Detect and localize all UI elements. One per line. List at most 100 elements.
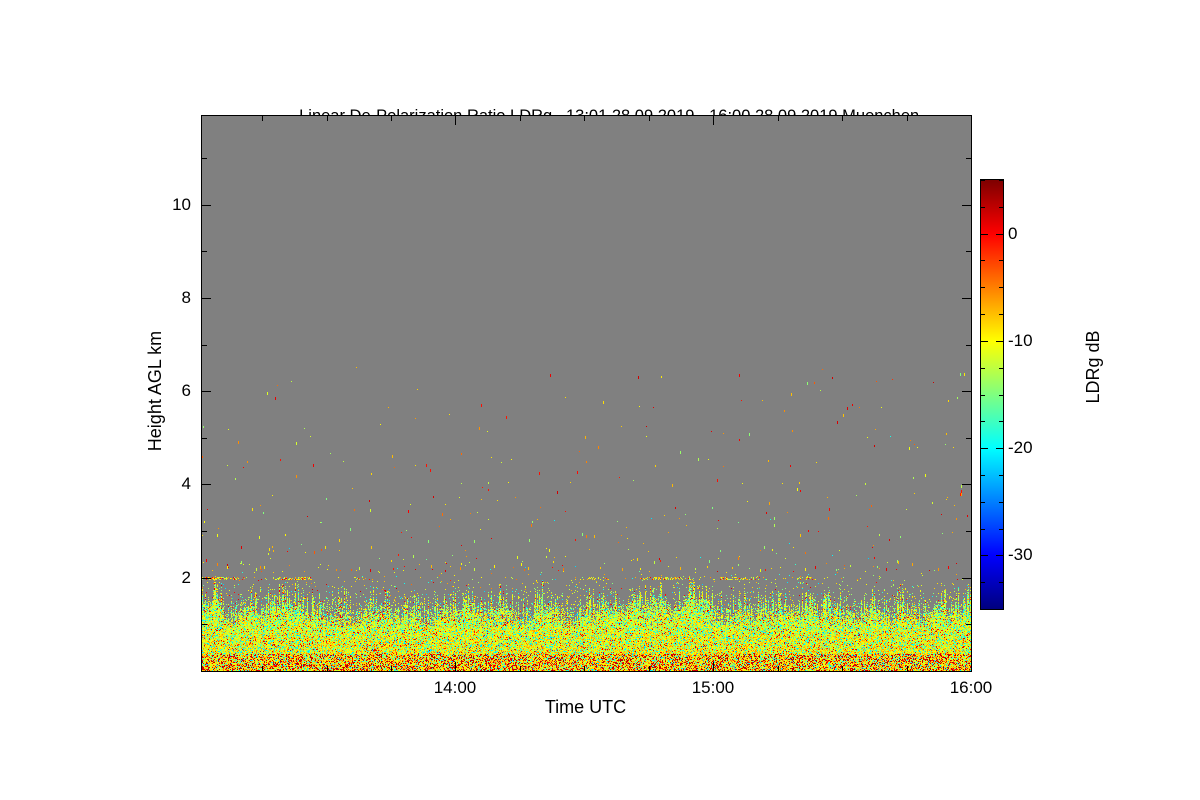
y-axis-title: Height AGL km [145,330,165,452]
colorbar-tick-major [996,555,1003,556]
colorbar-group: 0 -10 -20 -30 LDRg dB [980,179,1160,619]
colorbar-tick-minor [999,475,1003,476]
y-tick-minor-right [966,438,971,439]
x-tick-major [971,662,972,671]
colorbar-tick-minor-left [981,502,985,503]
colorbar-tick-minor-left [981,180,985,181]
x-tick-major [713,662,714,671]
x-tick-label: 14:00 [433,678,477,697]
x-tick-minor [778,666,779,671]
y-tick-major [202,205,211,206]
colorbar[interactable] [980,179,1004,610]
colorbar-tick-minor [999,260,1003,261]
x-tick-major-top [971,116,972,125]
y-tick-major [202,391,211,392]
heatmap-plot-area[interactable] [201,115,972,672]
y-tick-label: 2 [181,568,191,587]
colorbar-tick-minor-left [981,475,985,476]
colorbar-title: LDRg dB [1083,330,1103,404]
colorbar-tick-minor [999,421,1003,422]
colorbar-tick-minor [999,395,1003,396]
x-tick-minor-top [584,116,585,121]
x-tick-label: 15:00 [691,678,735,697]
colorbar-tick-minor-left [981,260,985,261]
y-tick-major [202,298,211,299]
x-tick-major-top [455,116,456,125]
colorbar-tick-major-left [981,234,988,235]
heatmap-canvas [202,116,971,671]
x-tick-minor [262,666,263,671]
y-tick-major-right [962,205,971,206]
colorbar-tick-minor-left [981,395,985,396]
colorbar-tick-major [996,341,1003,342]
colorbar-tick-minor-left [981,314,985,315]
colorbar-tick-minor-left [981,207,985,208]
y-tick-minor-right [966,345,971,346]
colorbar-tick-minor-left [981,582,985,583]
colorbar-tick-minor [999,180,1003,181]
x-tick-minor-top [842,116,843,121]
colorbar-tick-minor [999,529,1003,530]
x-tick-minor [842,666,843,671]
y-tick-minor [202,158,207,159]
colorbar-tick-minor [999,314,1003,315]
y-tick-major-right [962,578,971,579]
y-tick-major-right [962,484,971,485]
colorbar-tick-minor-left [981,529,985,530]
colorbar-tick-minor-left [981,368,985,369]
colorbar-tick-label: 0 [1008,224,1018,243]
y-tick-minor [202,251,207,252]
y-tick-major-right [962,298,971,299]
y-tick-minor [202,438,207,439]
y-tick-minor-right [966,158,971,159]
y-tick-label: 6 [181,381,191,400]
colorbar-tick-major-left [981,555,988,556]
colorbar-tick-minor [999,287,1003,288]
colorbar-tick-minor-left [981,609,985,610]
y-tick-minor [202,345,207,346]
colorbar-tick-label: -10 [1008,331,1033,350]
x-tick-major-top [713,116,714,125]
colorbar-tick-minor [999,368,1003,369]
colorbar-tick-label: -30 [1008,545,1033,564]
colorbar-tick-major [996,234,1003,235]
x-tick-minor-top [907,116,908,121]
x-tick-minor-top [391,116,392,121]
y-tick-minor-right [966,624,971,625]
y-tick-major-right [962,391,971,392]
y-tick-minor-right [966,251,971,252]
y-tick-major [202,578,211,579]
x-tick-minor-top [778,116,779,121]
x-tick-minor [649,666,650,671]
colorbar-tick-label: -20 [1008,438,1033,457]
x-tick-minor [520,666,521,671]
y-tick-major [202,484,211,485]
colorbar-tick-minor-left [981,421,985,422]
colorbar-tick-minor [999,207,1003,208]
x-tick-minor-top [262,116,263,121]
x-tick-label: 16:00 [949,678,993,697]
y-tick-label: 10 [172,195,191,214]
colorbar-gradient [981,180,1003,609]
colorbar-tick-minor-left [981,287,985,288]
y-tick-minor [202,624,207,625]
x-tick-major [455,662,456,671]
x-tick-minor [327,666,328,671]
y-tick-label: 8 [181,288,191,307]
y-tick-label: 4 [181,474,191,493]
colorbar-tick-minor [999,609,1003,610]
colorbar-tick-major [996,448,1003,449]
x-tick-minor [391,666,392,671]
x-tick-minor [907,666,908,671]
x-tick-minor [584,666,585,671]
x-tick-minor-top [649,116,650,121]
colorbar-tick-minor [999,502,1003,503]
colorbar-tick-major-left [981,341,988,342]
x-tick-minor-top [520,116,521,121]
x-axis-title: Time UTC [544,697,627,717]
y-tick-minor [202,531,207,532]
x-tick-minor-top [327,116,328,121]
y-tick-minor-right [966,531,971,532]
colorbar-tick-minor [999,582,1003,583]
